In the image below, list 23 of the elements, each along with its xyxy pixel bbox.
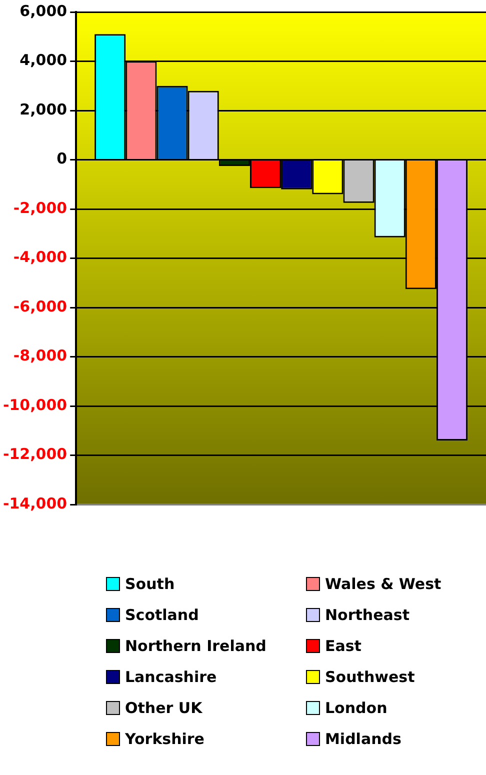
legend-label: East [325, 637, 362, 655]
legend-label: Yorkshire [125, 730, 204, 748]
y-tick-label: -14,000 [3, 494, 68, 512]
y-tick-label: -8,000 [13, 346, 68, 365]
legend-label: Lancashire [125, 668, 217, 686]
y-tick-label: -6,000 [13, 297, 68, 316]
y-tick-label: 2,000 [20, 100, 68, 118]
y-tick-label: 4,000 [20, 51, 68, 70]
y-tick-label: -2,000 [13, 198, 68, 217]
y-tick-label: -4,000 [13, 248, 68, 266]
legend-label: Scotland [125, 606, 199, 624]
y-tick-label: 6,000 [20, 2, 68, 20]
legend-label: Midlands [325, 730, 402, 748]
y-tick-label: 0 [56, 150, 68, 168]
y-tick-label: -10,000 [3, 396, 68, 414]
y-tick-label: -12,000 [3, 445, 68, 464]
legend-label: Wales & West [325, 575, 442, 593]
legend-label: Other UK [125, 699, 202, 717]
legend-label: Northeast [325, 606, 410, 624]
legend-label: Northern Ireland [125, 637, 266, 655]
legend-label: South [125, 575, 175, 593]
legend-label: London [325, 699, 388, 717]
legend-label: Southwest [325, 668, 415, 686]
